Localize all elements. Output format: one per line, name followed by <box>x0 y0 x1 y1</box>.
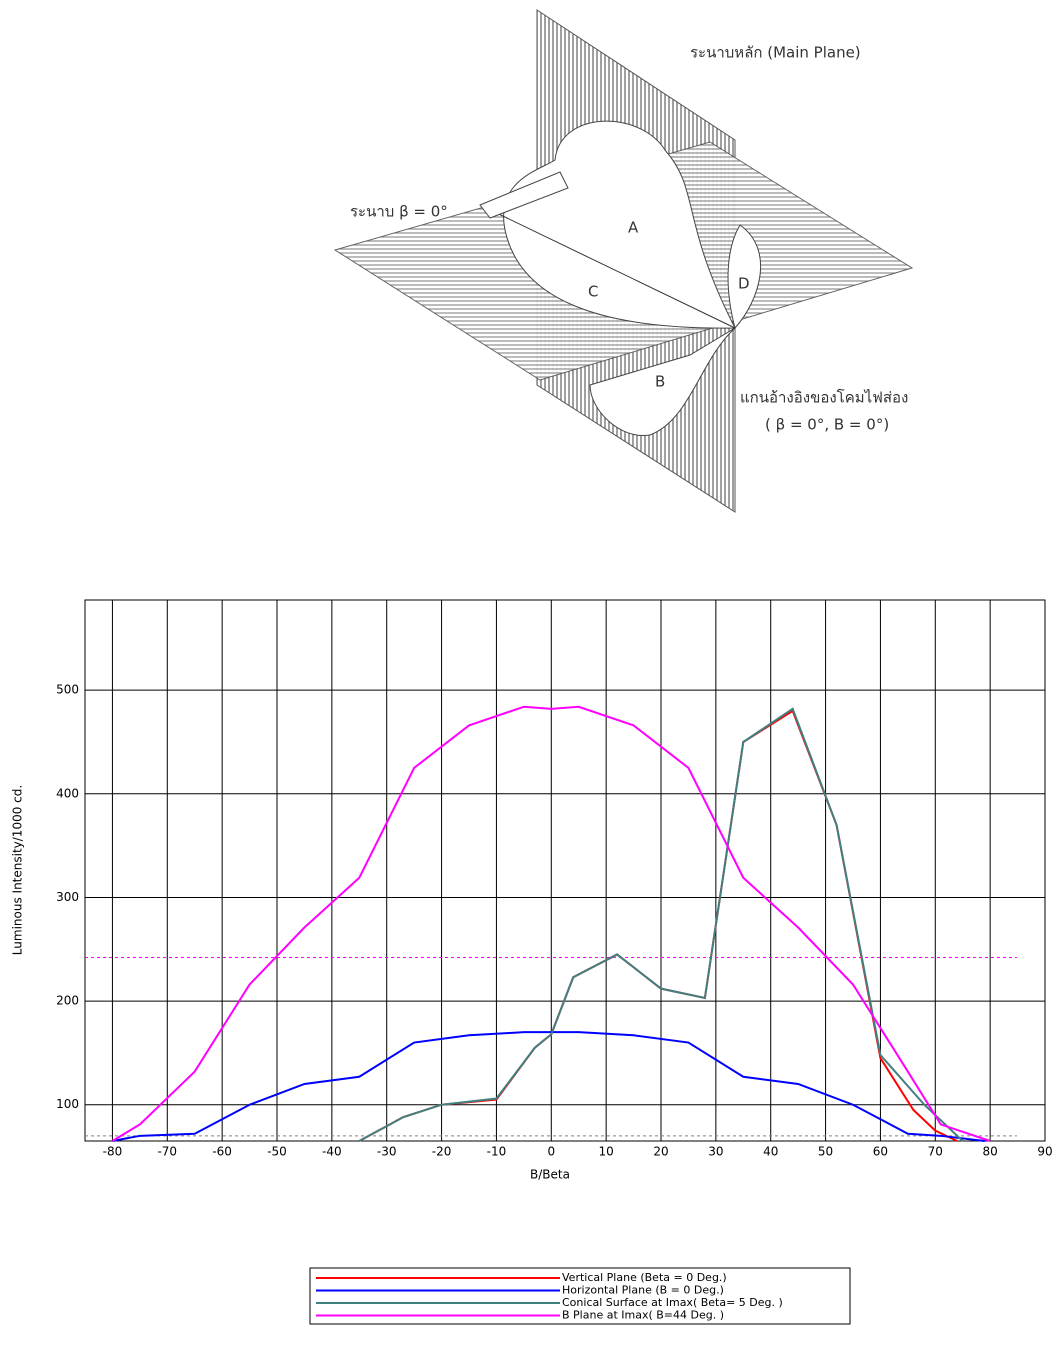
x-tick-label: 70 <box>928 1145 943 1159</box>
x-axis-label: B/Beta <box>530 1168 570 1182</box>
x-tick-label: 40 <box>763 1145 778 1159</box>
label: ระนาบ β = 0° <box>350 203 448 221</box>
x-tick-label: -70 <box>157 1145 177 1159</box>
label: D <box>738 275 750 293</box>
label: ระนาบหลัก (Main Plane) <box>690 44 861 62</box>
x-tick-label: 30 <box>708 1145 723 1159</box>
x-tick-label: 80 <box>983 1145 998 1159</box>
label: ( β = 0°, B = 0°) <box>765 416 889 434</box>
label: แกนอ้างอิงของโคมไฟส่อง <box>740 389 908 407</box>
legend-label: Vertical Plane (Beta = 0 Deg.) <box>562 1271 727 1284</box>
y-tick-label: 300 <box>56 890 79 904</box>
page: ระนาบหลัก (Main Plane) ระนาบ β = 0° A C … <box>0 0 1053 1348</box>
x-tick-label: -10 <box>487 1145 507 1159</box>
x-tick-label: 0 <box>547 1145 555 1159</box>
x-tick-label: -40 <box>322 1145 342 1159</box>
x-tick-label: -80 <box>103 1145 123 1159</box>
x-tick-label: -50 <box>267 1145 287 1159</box>
label: A <box>628 219 639 237</box>
label: B <box>655 373 665 391</box>
x-tick-label: 50 <box>818 1145 833 1159</box>
x-tick-label: -60 <box>212 1145 232 1159</box>
legend-label: Conical Surface at Imax( Beta= 5 Deg. ) <box>562 1296 783 1309</box>
y-tick-label: 100 <box>56 1097 79 1111</box>
x-tick-label: -20 <box>432 1145 452 1159</box>
y-tick-label: 500 <box>56 683 79 697</box>
legend-label: Horizontal Plane (B = 0 Deg.) <box>562 1284 724 1297</box>
x-tick-label: 20 <box>653 1145 668 1159</box>
y-tick-label: 400 <box>56 786 79 800</box>
diagram: ระนาบหลัก (Main Plane) ระนาบ β = 0° A C … <box>335 10 912 512</box>
y-axis-label: Luminous Intensity/1000 cd. <box>11 785 25 955</box>
label: C <box>588 283 598 301</box>
y-tick-label: 200 <box>56 994 79 1008</box>
legend-label: B Plane at Imax( B=44 Deg. ) <box>562 1309 724 1322</box>
x-tick-label: 60 <box>873 1145 888 1159</box>
x-tick-label: 90 <box>1037 1145 1052 1159</box>
x-tick-label: 10 <box>599 1145 614 1159</box>
x-tick-label: -30 <box>377 1145 397 1159</box>
